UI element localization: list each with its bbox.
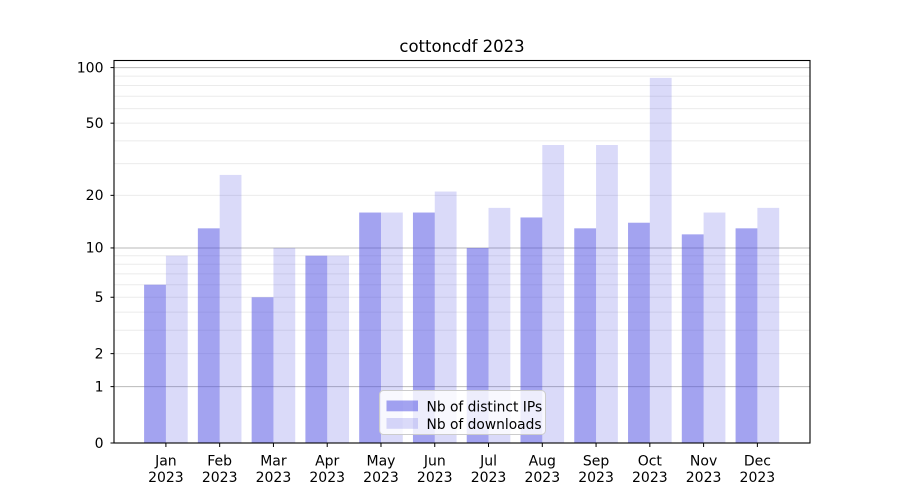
x-axis-year-label: 2023 — [578, 470, 614, 486]
y-axis-tick-label: 5 — [95, 290, 104, 306]
bar-downloads-dec — [757, 207, 780, 443]
x-axis-year-label: 2023 — [632, 470, 668, 486]
bar-group-jan — [144, 255, 188, 443]
bar-downloads-jun — [434, 191, 457, 443]
legend-label-downloads: Nb of downloads — [427, 417, 542, 433]
x-axis-year-label: 2023 — [740, 470, 776, 486]
bar-group-feb — [197, 174, 242, 443]
y-axis-tick-label: 20 — [86, 188, 104, 204]
bar-group-nov — [681, 212, 726, 443]
bar-downloads-nov — [703, 212, 726, 443]
bar-downloads-feb — [219, 174, 242, 443]
y-axis-tick-label: 2 — [95, 346, 104, 362]
x-axis-year-label: 2023 — [363, 470, 399, 486]
bar-downloads-may — [380, 212, 403, 443]
y-axis-tick-label: 50 — [86, 116, 104, 132]
x-axis-month-label: Jul — [479, 454, 497, 470]
x-axis-month-label: Apr — [315, 454, 339, 470]
bar-group-mar — [251, 247, 296, 443]
legend-box — [379, 390, 546, 435]
x-axis-month-label: Jun — [423, 454, 446, 470]
x-axis-year-label: 2023 — [524, 470, 560, 486]
bar-downloads-sep — [596, 144, 618, 444]
x-axis-year-label: 2023 — [686, 470, 722, 486]
y-axis-tick-label: 100 — [77, 60, 104, 76]
x-axis-year-label: 2023 — [471, 470, 507, 486]
x-axis-year-label: 2023 — [417, 470, 453, 486]
plot-border — [113, 59, 811, 444]
x-axis-year-label: 2023 — [309, 470, 345, 486]
x-axis-year-label: 2023 — [256, 470, 292, 486]
x-axis-month-label: Aug — [529, 454, 556, 470]
bar-distinct-ips-sep — [574, 228, 597, 443]
bar-group-sep — [574, 144, 618, 444]
bar-downloads-mar — [273, 247, 296, 443]
x-axis-month-label: Mar — [260, 454, 287, 470]
bar-distinct-ips-may — [359, 212, 381, 443]
bar-downloads-aug — [542, 144, 565, 444]
legend-swatch-distinct-ips — [386, 400, 418, 412]
x-axis-month-label: May — [367, 454, 396, 470]
bar-downloads-oct — [649, 77, 672, 444]
bar-distinct-ips-aug — [520, 217, 543, 443]
chart-title: cottoncdf 2023 — [399, 37, 524, 56]
x-axis-month-label: Oct — [638, 454, 663, 470]
bar-group-may — [359, 212, 403, 443]
y-axis-tick-label: 1 — [95, 379, 104, 395]
bar-group-oct — [628, 77, 672, 444]
x-axis-month-label: Jan — [154, 454, 177, 470]
x-axis-month-label: Feb — [207, 454, 232, 470]
bar-distinct-ips-feb — [197, 228, 220, 443]
legend-swatch-downloads — [386, 418, 418, 429]
legend-label-distinct-ips: Nb of distinct IPs — [427, 400, 543, 416]
bar-group-jun — [412, 191, 457, 443]
bar-distinct-ips-nov — [681, 234, 704, 443]
y-axis-tick-label: 10 — [86, 241, 104, 257]
bar-downloads-apr — [327, 255, 350, 443]
x-axis-month-label: Sep — [583, 454, 610, 470]
bar-group-dec — [735, 207, 780, 443]
bar-distinct-ips-oct — [628, 222, 650, 443]
x-axis-month-label: Nov — [690, 454, 717, 470]
x-axis-year-label: 2023 — [148, 470, 184, 486]
bar-distinct-ips-apr — [305, 255, 328, 443]
bar-group-aug — [520, 144, 565, 444]
bar-downloads-jan — [165, 255, 188, 443]
bar-distinct-ips-jan — [144, 284, 166, 443]
x-axis-year-label: 2023 — [202, 470, 238, 486]
bar-distinct-ips-dec — [735, 228, 758, 443]
bar-distinct-ips-jun — [412, 212, 435, 443]
x-axis-month-label: Dec — [744, 454, 771, 470]
bar-distinct-ips-mar — [251, 297, 274, 443]
y-axis-tick-label: 0 — [95, 436, 104, 452]
bar-downloads-jul — [488, 207, 511, 443]
bar-group-apr — [305, 255, 350, 443]
